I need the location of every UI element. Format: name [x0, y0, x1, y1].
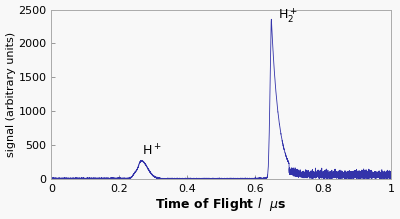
X-axis label: Time of Flight $\it{l}$  $\mu$s: Time of Flight $\it{l}$ $\mu$s	[156, 196, 287, 214]
Y-axis label: signal (arbitrary units): signal (arbitrary units)	[6, 32, 16, 157]
Text: H$_2^+$: H$_2^+$	[278, 6, 298, 25]
Text: H$^+$: H$^+$	[142, 143, 162, 159]
